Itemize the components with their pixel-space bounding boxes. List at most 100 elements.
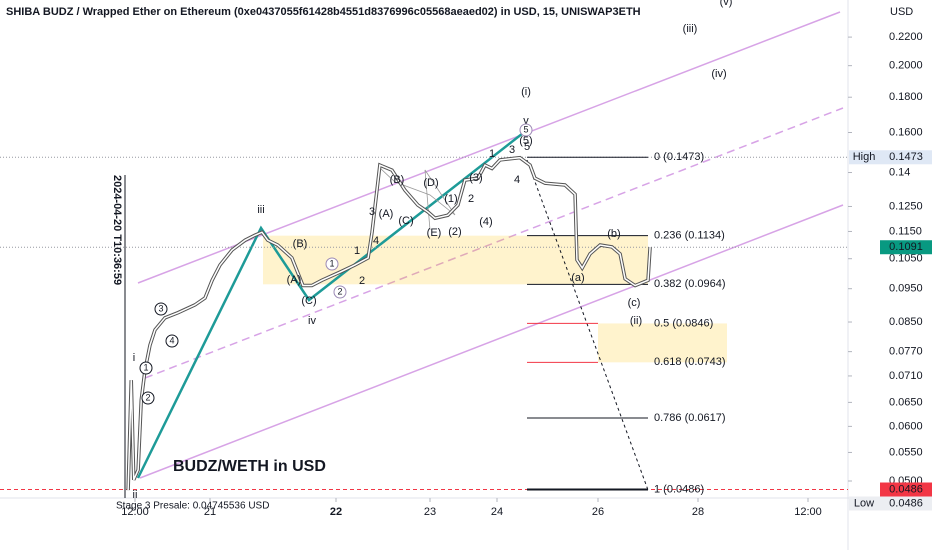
wave-label: (v) [720, 0, 733, 8]
y-tick-label: 0.0770 [889, 346, 923, 358]
wave-label: 2 [359, 275, 365, 287]
x-tick-label: 26 [592, 506, 604, 518]
wave-label: (A) [379, 208, 394, 220]
high-box [880, 150, 932, 165]
y-tick-label: 0.1050 [889, 253, 923, 265]
wave-sublines [379, 167, 456, 231]
y-tick-label: 0.0710 [889, 370, 923, 382]
channel-mid [144, 107, 844, 379]
wave-label: 2 [145, 392, 150, 402]
low-price-value: 0.0486 [889, 483, 923, 495]
wave-label: (ii) [630, 315, 642, 327]
fib-label: 0.618 (0.0743) [654, 356, 726, 368]
wave-label: (3) [469, 172, 482, 184]
low-label: Low [854, 497, 874, 509]
wave-label: 1 [329, 258, 334, 268]
note: Stage 3 Presale: 0.04745536 USD [116, 501, 269, 512]
wave-label: i [133, 352, 135, 364]
annotation-circle [154, 302, 168, 316]
wave-label: 4 [514, 174, 520, 186]
chart-title: SHIBA BUDZ / Wrapped Ether on Ethereum (… [6, 6, 641, 18]
wave-label: 4 [169, 335, 174, 345]
wave-label: 4 [373, 235, 379, 247]
fib-zone [598, 323, 727, 363]
high-value: 0.1473 [889, 151, 923, 163]
y-tick-label: 0.0650 [889, 396, 923, 408]
wave-label: (E) [427, 227, 442, 239]
y-tick-label: 0.0600 [889, 420, 923, 432]
wave-label: (A) [287, 274, 302, 286]
wave-label: 3 [158, 303, 163, 313]
wave-label: (5) [519, 135, 532, 147]
wave-label: 1 [354, 245, 360, 257]
low-value: 0.0486 [889, 497, 923, 509]
annotation-circle [139, 361, 153, 375]
currency: USD [890, 6, 913, 18]
low-price-box [880, 482, 932, 497]
low-box [880, 496, 932, 511]
x-tick-label: 23 [424, 506, 436, 518]
high-label: High [853, 151, 876, 163]
fib-label: 0.5 (0.0846) [654, 317, 713, 329]
annotation-circle [519, 123, 533, 137]
y-tick-label: 0.2200 [889, 31, 923, 43]
y-tick-label: 0.1600 [889, 126, 923, 138]
annotation-circle [165, 334, 179, 348]
y-tick-label: 0.1250 [889, 200, 923, 212]
fib-label: 0.786 (0.0617) [654, 412, 726, 424]
wave-label: (C) [398, 215, 413, 227]
wave-lines [136, 129, 528, 479]
y-tick-label: 0.0850 [889, 316, 923, 328]
x-tick-label: 21 [204, 506, 216, 518]
wave-label: (B) [293, 238, 308, 250]
high-label-box [849, 150, 880, 165]
wave-label: 1 [489, 148, 495, 160]
fib-label: 0.236 (0.1134) [654, 230, 725, 242]
wave-label: 2 [468, 193, 474, 205]
y-tick-label: 0.0550 [889, 446, 923, 458]
wave-label: v [523, 115, 529, 127]
wave-label: (i) [521, 86, 531, 98]
last-price-box [880, 240, 932, 255]
wave-label: (4) [479, 216, 492, 228]
wave-label: (B) [390, 174, 405, 186]
x-tick-label: 12:00 [794, 506, 822, 518]
wave-label: (iii) [683, 23, 698, 35]
wave-label: (2) [448, 226, 461, 238]
wave-label: 1 [143, 362, 148, 372]
wave-label: (c) [628, 297, 641, 309]
wave-label: iii [257, 204, 264, 216]
y-tick-label: 0.2000 [889, 60, 923, 72]
annotation-circle [325, 257, 339, 271]
projection-line [526, 159, 649, 491]
watermark: BUDZ/WETH in USD [173, 458, 326, 475]
wave-label: 3 [369, 206, 375, 218]
annotation-circle [333, 285, 347, 299]
wave-label: (C) [301, 295, 316, 307]
y-tick-label: 0.14 [889, 166, 910, 178]
wave-label: iv [308, 315, 316, 327]
x-tick-label: 22 [330, 506, 342, 518]
x-tick-label: 12:00 [121, 506, 149, 518]
wave-label: 5 [523, 124, 528, 134]
price-line [127, 156, 651, 491]
wave-label: (a) [571, 272, 584, 284]
y-tick-label: 0.1800 [889, 91, 923, 103]
last-price-value: 0.1091 [889, 241, 923, 253]
fib-label: 0.382 (0.0964) [654, 278, 726, 290]
wave-label: ii [133, 489, 138, 501]
fib-label: 1 (0.0486) [654, 483, 704, 495]
x-tick-label: 28 [692, 506, 704, 518]
wave-label: (D) [423, 177, 438, 189]
wave-label: 2 [337, 286, 342, 296]
timestamp: 2024-04-20 T10:36:59 [111, 175, 123, 285]
fib-zone [263, 235, 648, 285]
wave-label: (b) [607, 228, 620, 240]
wave-label: 3 [509, 144, 515, 156]
wave-label: (1) [444, 193, 457, 205]
y-tick-label: 0.0950 [889, 283, 923, 295]
y-tick-label: 0.1150 [889, 225, 922, 237]
x-tick-label: 24 [491, 506, 503, 518]
